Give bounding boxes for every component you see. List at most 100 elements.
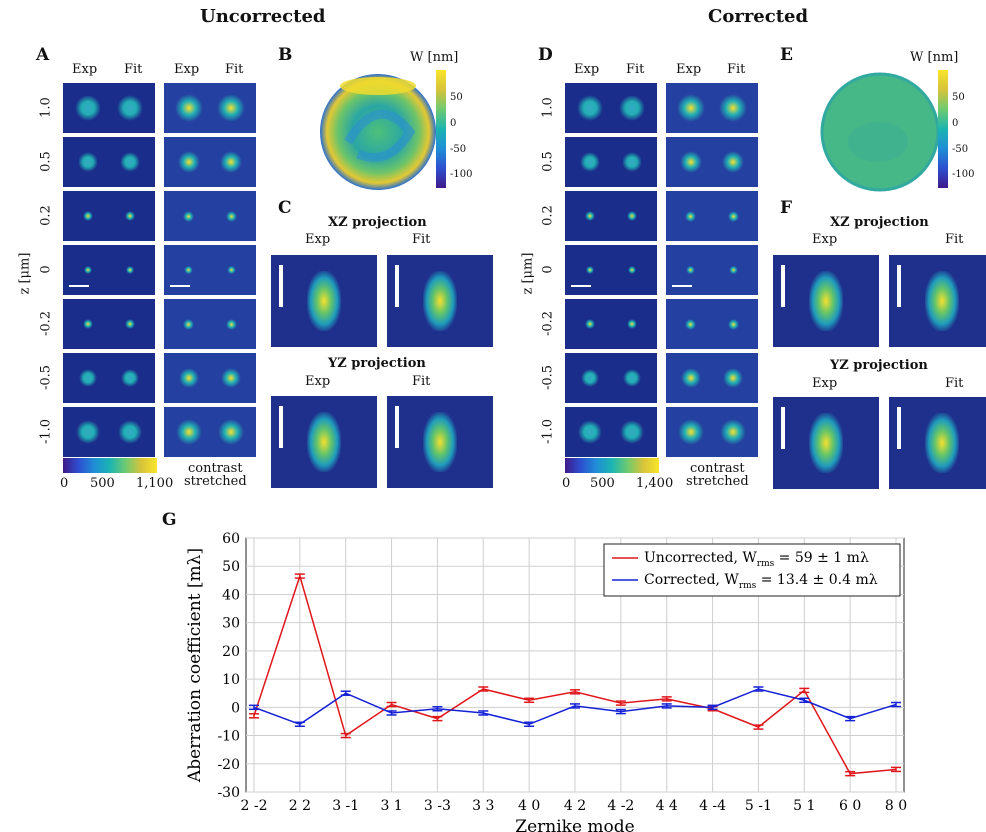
psf-image-tile [63, 137, 155, 187]
z-tick-label: -0.5 [38, 364, 54, 391]
psf-spot [577, 420, 602, 444]
legend-entry: Uncorrected, Wrms = 59 ± 1 mλ [644, 550, 869, 569]
y-tick-label: 10 [222, 672, 240, 688]
psf-spot [619, 95, 646, 121]
psf-spot [584, 211, 595, 221]
projection-spot [423, 412, 457, 472]
aberration-chart: -30 -20 -10 0 10 20 30 40 50 60 2 -2 2 2 3 -1 3 1 3 -3… [185, 531, 907, 832]
psf-spot [576, 95, 603, 121]
title-corrected: Corrected [708, 6, 809, 27]
psf-image-tile [164, 245, 256, 295]
contrast-note-line2: stretched [184, 474, 247, 489]
projection-exp-label-c2: Exp [305, 374, 331, 389]
pupil-map-corrected [820, 72, 940, 192]
z-tick-label: 0 [540, 265, 556, 274]
column-fit-d1: Fit [626, 62, 645, 77]
projection-spot [925, 413, 959, 473]
psf-spot [216, 93, 246, 123]
colorbar-tick-max-d: 1,400 [636, 476, 674, 491]
x-tick-label: 2 -2 [241, 798, 268, 814]
psf-spot [221, 368, 242, 388]
column-fit-d2: Fit [727, 62, 746, 77]
z-tick-label: -1.0 [38, 418, 54, 445]
colorbar-tick-500: 500 [90, 476, 115, 491]
x-tick-label: 3 1 [380, 798, 402, 814]
scale-bar [781, 407, 785, 449]
psf-spot [685, 210, 697, 222]
psf-spot [620, 420, 645, 444]
pupil-colorbar-tick-m100: -100 [450, 169, 473, 180]
z-tick-label: 0.5 [540, 151, 556, 172]
psf-spot [225, 210, 237, 222]
psf-image-tile [565, 299, 657, 349]
psf-image-tile [63, 83, 155, 133]
psf-spot [174, 93, 204, 123]
psf-spot [722, 151, 745, 173]
psf-spot [125, 319, 136, 329]
psf-image-tile [666, 353, 758, 403]
psf-image-tile [666, 245, 758, 295]
x-axis-label: Zernike mode [515, 817, 634, 832]
psf-spot [580, 369, 599, 387]
projection-image [387, 255, 493, 347]
psf-spot [718, 93, 748, 123]
y-tick-label: 50 [222, 559, 240, 575]
psf-spot [686, 265, 696, 275]
x-tick-label: 3 -3 [424, 798, 451, 814]
psf-spot [183, 210, 195, 222]
y-tick-label: 0 [231, 700, 240, 716]
projection-spot [423, 271, 457, 331]
y-tick-label: 40 [222, 587, 240, 603]
psf-image-tile [565, 353, 657, 403]
y-tick-label: -30 [217, 785, 240, 801]
colorbar-tick-max: 1,100 [136, 476, 174, 491]
contrast-note-line1: contrast [188, 461, 243, 476]
psf-image-tile [63, 299, 155, 349]
projection-image [773, 397, 879, 489]
projection-exp-label-c1: Exp [305, 232, 331, 247]
z-tick-label: -0.2 [540, 310, 556, 337]
pupil-colorbar-tick-0: 0 [450, 118, 457, 129]
x-tick-label: 4 0 [518, 798, 540, 814]
column-fit-a2: Fit [225, 62, 244, 77]
colorbar-tick-0: 0 [60, 476, 69, 491]
psf-spot [177, 151, 200, 173]
psf-spot [628, 266, 637, 274]
psf-spot [225, 318, 237, 330]
pupil-colorbar-tick-0-e: 0 [952, 118, 959, 129]
psf-spot [719, 418, 747, 446]
z-tick-label: -1.0 [540, 418, 556, 445]
psf-image-tile [565, 83, 657, 133]
panel-label-a: A [36, 45, 50, 65]
z-tick-label: 0.2 [38, 205, 54, 226]
pupil-colorbar-corrected [938, 70, 948, 188]
psf-spot [121, 369, 140, 387]
psf-spot [585, 266, 594, 274]
projection-exp-label-f1: Exp [812, 232, 838, 247]
projection-image [889, 397, 986, 489]
column-exp-a1: Exp [72, 62, 98, 77]
projection-spot [925, 271, 959, 331]
title-uncorrected: Uncorrected [200, 6, 326, 27]
psf-spot [680, 368, 701, 388]
psf-spot [579, 152, 600, 172]
projection-fit-label-f1: Fit [945, 232, 964, 247]
psf-spot [82, 211, 93, 221]
scale-bar [781, 265, 785, 307]
psf-spot [584, 319, 595, 329]
psf-image-tile [63, 245, 155, 295]
x-tick-label: 8 0 [885, 798, 907, 814]
x-tick-label: 3 -1 [332, 798, 359, 814]
y-tick-label: -20 [217, 757, 240, 773]
x-tick-label: 5 -1 [745, 798, 772, 814]
projection-spot [307, 271, 341, 331]
psf-spot [126, 266, 135, 274]
contrast-note-line1-d: contrast [690, 461, 745, 476]
psf-image-tile [164, 407, 256, 457]
psf-image-tile [164, 299, 256, 349]
psf-spot [183, 318, 195, 330]
psf-spot [83, 266, 92, 274]
yz-projection-title-f: YZ projection [830, 358, 928, 373]
z-tick-label: -0.5 [540, 364, 556, 391]
psf-spot [125, 211, 136, 221]
